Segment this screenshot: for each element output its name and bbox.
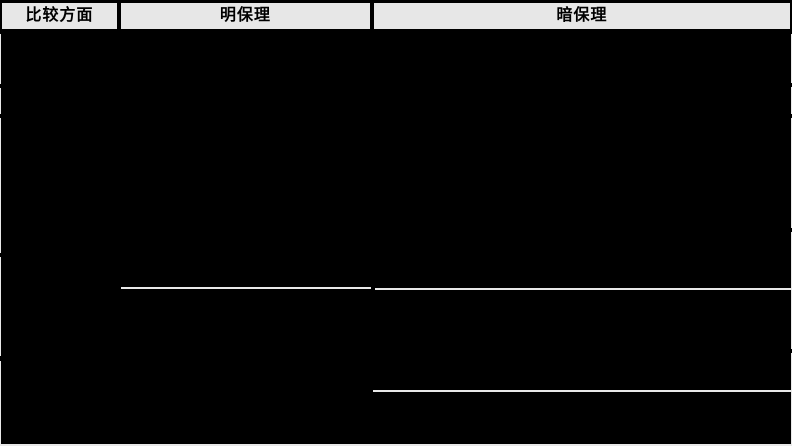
- header-cell-open-factoring: 明保理: [121, 3, 370, 29]
- left-border-segment: [0, 34, 1, 84]
- bottom-border: [0, 444, 792, 446]
- left-border-segment: [0, 88, 1, 114]
- header-cell-comparison-aspect: 比较方面: [2, 3, 117, 29]
- header-cell-hidden-factoring: 暗保理: [374, 3, 790, 29]
- row-divider-col3-upper: [375, 288, 791, 290]
- left-border-segment: [0, 257, 1, 356]
- left-border-segment: [0, 118, 1, 253]
- table-body-redacted: [0, 33, 792, 446]
- left-border-segment: [0, 361, 1, 444]
- row-divider-col2: [121, 287, 371, 289]
- table-header-row: 比较方面 明保理 暗保理: [0, 0, 792, 33]
- row-divider-col3-lower: [373, 390, 791, 392]
